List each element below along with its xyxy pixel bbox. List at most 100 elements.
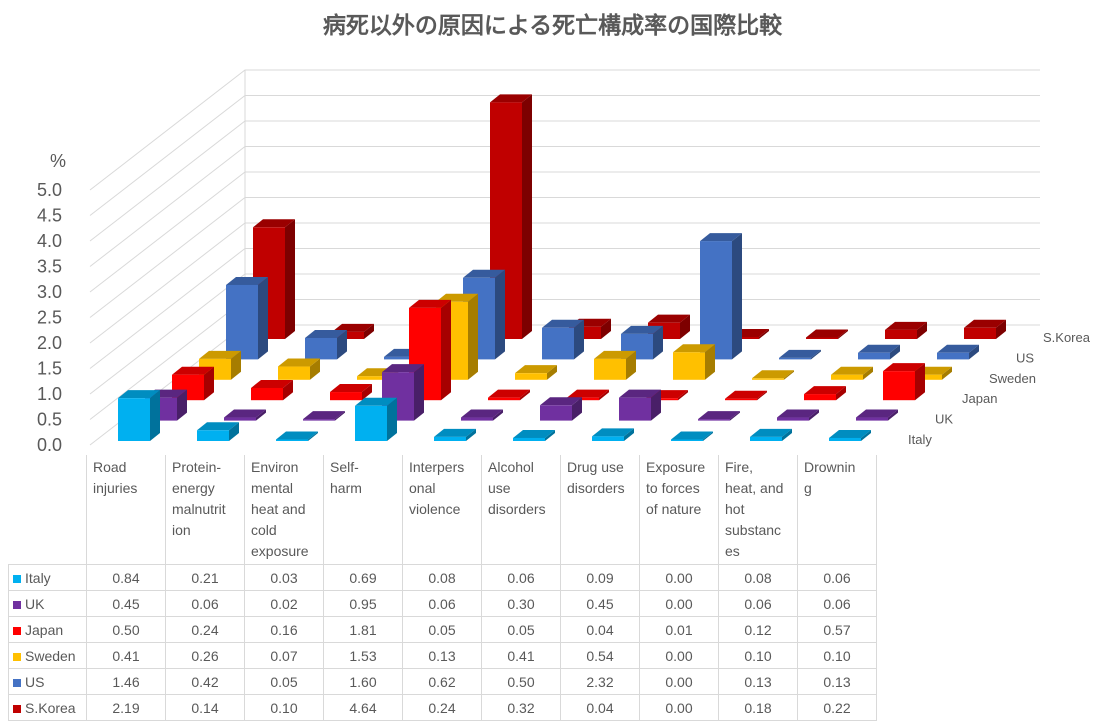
table-cell: 0.62 <box>402 668 482 695</box>
bar-japan-4 <box>488 389 530 401</box>
y-tick-label: 0.5 <box>37 410 62 430</box>
bar-italy-2 <box>276 431 318 441</box>
bar-front <box>831 374 863 380</box>
bar-top <box>698 411 740 420</box>
category-label: Self-harm <box>323 455 403 565</box>
bar-side <box>680 314 690 339</box>
bar-front <box>700 241 732 360</box>
bar-top <box>804 386 846 395</box>
table-corner <box>8 455 87 565</box>
table-cell: 0.41 <box>86 642 166 669</box>
table-cell: 0.01 <box>639 616 719 643</box>
table-cell: 0.00 <box>639 642 719 669</box>
bar-front <box>488 397 520 401</box>
bar-side <box>601 318 611 339</box>
bar-front <box>858 352 890 360</box>
bar-top <box>752 370 794 379</box>
y-tick-label: 2.0 <box>37 333 62 353</box>
bar-front <box>197 430 229 441</box>
table-cell: 0.41 <box>481 642 561 669</box>
bar-front <box>673 352 705 380</box>
bar-front <box>332 331 364 339</box>
bar-front <box>619 397 651 421</box>
bar-side <box>414 364 424 421</box>
chart-title: 病死以外の原因による死亡構成率の国際比較 <box>322 13 783 39</box>
table-cell: 0.07 <box>244 642 324 669</box>
bar-top <box>409 299 451 308</box>
bar-side <box>310 358 320 380</box>
bar-side <box>705 344 715 380</box>
bar-front <box>355 405 387 441</box>
bar-side <box>177 389 187 421</box>
y-tick-label: 1.5 <box>37 359 62 379</box>
bar-top <box>542 319 584 328</box>
bar-top <box>434 428 476 437</box>
table-cell: 0.30 <box>481 590 561 617</box>
table-cell: 0.69 <box>323 564 403 591</box>
category-label: Alcohol use disorders <box>481 455 561 565</box>
bar-italy-1 <box>197 422 239 441</box>
depth-axis-label-japan: Japan <box>962 391 997 406</box>
table-row: Italy 0.84 0.21 0.03 0.69 0.08 0.06 0.09 0.00 0.0… <box>8 564 877 591</box>
bar-front <box>384 356 416 360</box>
bar-front <box>592 436 624 441</box>
bar-side <box>468 293 478 380</box>
table-cell: 0.06 <box>797 564 877 591</box>
bar-uk-9 <box>856 409 898 421</box>
bar-front <box>829 437 861 441</box>
bar-front <box>594 358 626 380</box>
table-cell: 0.00 <box>639 668 719 695</box>
legend-swatch <box>13 574 21 583</box>
bar-us-9 <box>937 344 979 360</box>
table-cell: 0.26 <box>165 642 245 669</box>
bar-front <box>434 436 466 441</box>
bar-top <box>199 350 241 359</box>
bar-side <box>231 350 241 380</box>
bar-front <box>251 387 283 401</box>
bar-front <box>646 398 678 401</box>
bar-side <box>545 429 555 441</box>
bar-front <box>885 329 917 339</box>
bar-side <box>917 321 927 339</box>
bar-top <box>251 379 293 388</box>
bar-top <box>276 431 318 440</box>
bar-top <box>436 293 478 302</box>
legend-swatch <box>13 678 21 687</box>
bar-top <box>540 397 582 406</box>
bar-front <box>461 417 493 421</box>
bar-japan-2 <box>330 384 372 401</box>
bar-italy-9 <box>829 429 871 441</box>
bar-japan-5 <box>567 389 609 401</box>
depth-axis-label-italy: Italy <box>908 432 932 447</box>
table-cell: 0.06 <box>718 590 798 617</box>
bar-top <box>226 276 268 285</box>
bar-italy-0 <box>118 390 160 441</box>
table-cell: 0.54 <box>560 642 640 669</box>
legend-entry: Italy <box>8 564 87 591</box>
bar-front <box>779 357 811 360</box>
bar-side <box>915 363 925 401</box>
bar-side <box>204 366 214 401</box>
bar-front <box>278 366 310 380</box>
bar-front <box>542 327 574 360</box>
bar-side <box>838 329 848 339</box>
legend-swatch <box>13 600 21 609</box>
category-label: Road injuries <box>86 455 166 565</box>
bar-top <box>777 409 819 418</box>
y-tick-label: 4.0 <box>37 231 62 251</box>
bar-us-4 <box>542 319 584 360</box>
bar-top <box>330 384 372 393</box>
bar-top <box>332 323 374 332</box>
bar-uk-5 <box>540 397 582 421</box>
bar-japan-8 <box>804 386 846 401</box>
bar-skorea-7 <box>806 329 848 339</box>
bar-sweden-8 <box>831 366 873 380</box>
bar-top <box>937 344 979 353</box>
bar-front <box>750 436 782 441</box>
category-label: Exposure to forces of nature <box>639 455 719 565</box>
table-cell: 0.00 <box>639 564 719 591</box>
bar-front <box>305 337 337 360</box>
bar-front <box>276 439 308 441</box>
bar-uk-4 <box>461 409 503 421</box>
bar-top <box>700 233 742 242</box>
